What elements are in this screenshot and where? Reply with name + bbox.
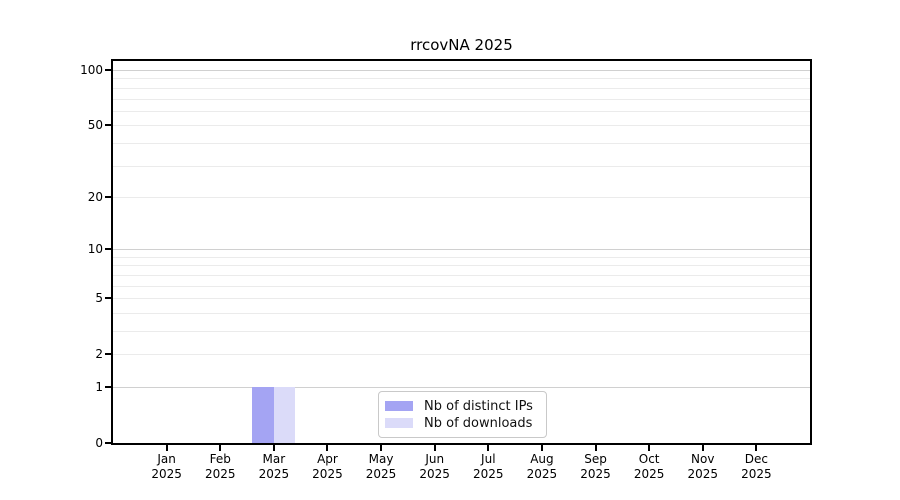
minor-gridline: [113, 98, 810, 100]
y-axis-tick-label: 2: [95, 347, 103, 362]
year-label: 2025: [258, 467, 290, 481]
minor-gridline: [113, 256, 810, 258]
x-axis-tick-label: Apr 2025: [295, 452, 359, 482]
y-axis-tick: [105, 69, 111, 72]
y-axis-tick-label: 0: [95, 436, 103, 450]
plot-area: 0 1 2 5 10 20 50 100 Jan 2025 Feb 2025 Mar 2025 Apr 202…: [80, 59, 812, 481]
minor-gridline: [113, 165, 810, 167]
x-axis-tick-label: Dec 2025: [724, 452, 788, 482]
minor-gridline: [113, 285, 810, 287]
y-axis-tick-label: 20: [87, 189, 103, 204]
year-label: 2025: [580, 467, 611, 481]
x-axis-tick: [755, 445, 758, 451]
x-axis-tick-label: Nov 2025: [671, 452, 735, 482]
y-axis-tick: [105, 195, 111, 198]
year-label: 2025: [312, 467, 343, 481]
year-label: 2025: [419, 467, 450, 481]
month-label: Nov: [691, 452, 715, 466]
x-axis-tick-label: Feb 2025: [188, 452, 252, 482]
legend-swatch-distinct-ips: [385, 401, 413, 411]
x-axis-tick-label: May 2025: [349, 452, 413, 482]
x-axis-tick-label: Sep 2025: [564, 452, 628, 482]
x-axis-tick: [433, 445, 436, 451]
month-label: Dec: [744, 452, 768, 466]
year-label: 2025: [687, 467, 719, 481]
x-axis-tick-label: Oct 2025: [617, 452, 681, 482]
minor-gridline: [113, 142, 810, 144]
legend: Nb of distinct IPs Nb of downloads: [378, 391, 547, 438]
x-axis-tick: [219, 445, 222, 451]
y-axis-tick: [105, 248, 111, 251]
minor-gridline: [113, 312, 810, 314]
x-axis-tick-label: Jul 2025: [456, 452, 520, 482]
year-label: 2025: [151, 467, 182, 481]
x-axis-tick-label: Mar 2025: [242, 452, 306, 482]
y-axis-tick-label: 1: [95, 379, 103, 394]
month-label: Oct: [638, 452, 660, 466]
minor-gridline: [113, 298, 810, 300]
x-axis-tick: [594, 445, 597, 451]
minor-gridline: [113, 354, 810, 356]
minor-gridline: [113, 87, 810, 89]
x-axis-tick-label: Aug 2025: [510, 452, 574, 482]
legend-swatch-downloads: [385, 418, 413, 428]
x-axis-tick: [648, 445, 651, 451]
minor-gridline: [113, 196, 810, 198]
month-label: Jun: [425, 452, 445, 466]
major-gridline: [113, 386, 810, 388]
year-label: 2025: [526, 467, 558, 481]
month-label: Aug: [530, 452, 554, 466]
legend-label-distinct-ips: Nb of distinct IPs: [424, 398, 533, 414]
x-axis-tick: [540, 445, 543, 451]
minor-gridline: [113, 274, 810, 276]
bar-nb-of-downloads: [273, 387, 296, 443]
x-axis-tick: [487, 445, 490, 451]
y-axis-tick-label: 5: [95, 291, 103, 306]
x-axis-tick: [165, 445, 168, 451]
y-axis-tick-label: 100: [80, 63, 103, 78]
y-axis-tick: [105, 353, 111, 356]
month-label: Apr: [317, 452, 338, 466]
y-axis-tick: [105, 385, 111, 388]
year-label: 2025: [633, 467, 665, 481]
y-axis-tick: [105, 442, 111, 444]
bar-nb-of-distinct-ips: [252, 387, 274, 443]
year-label: 2025: [741, 467, 772, 481]
year-label: 2025: [473, 467, 504, 481]
legend-entry-downloads: Nb of downloads: [385, 415, 540, 432]
x-axis-tick: [701, 445, 704, 451]
x-axis-tick: [380, 445, 383, 451]
y-axis-tick-label: 10: [87, 242, 103, 257]
minor-gridline: [113, 265, 810, 267]
year-label: 2025: [204, 467, 236, 481]
x-axis-tick-label: Jun 2025: [403, 452, 467, 482]
chart-title: rrcovNA 2025: [410, 36, 513, 54]
major-gridline: [113, 249, 810, 251]
minor-gridline: [113, 125, 810, 127]
y-axis-tick: [105, 124, 111, 127]
month-label: May: [368, 452, 394, 466]
minor-gridline: [113, 78, 810, 80]
year-label: 2025: [365, 467, 397, 481]
x-axis-tick: [272, 445, 275, 451]
legend-label-downloads: Nb of downloads: [424, 415, 533, 431]
legend-entry-distinct-ips: Nb of distinct IPs: [385, 398, 540, 415]
major-gridline: [113, 70, 810, 72]
y-axis-tick-label: 50: [87, 118, 103, 133]
month-label: Mar: [262, 452, 286, 466]
month-label: Feb: [209, 452, 231, 466]
x-axis-tick: [326, 445, 329, 451]
y-axis-tick: [105, 297, 111, 300]
month-label: Sep: [584, 452, 607, 466]
month-label: Jan: [157, 452, 176, 466]
minor-gridline: [113, 110, 810, 112]
month-label: Jul: [481, 452, 496, 466]
minor-gridline: [113, 330, 810, 332]
x-axis-tick-label: Jan 2025: [135, 452, 199, 482]
